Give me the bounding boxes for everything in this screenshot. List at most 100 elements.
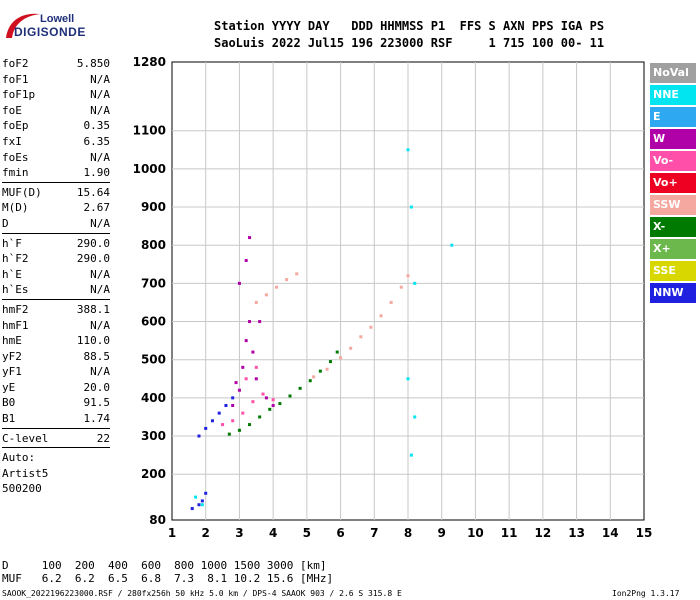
param-value: 22: [96, 431, 110, 445]
data-point: [231, 419, 235, 423]
data-point: [204, 491, 208, 495]
param-value: 290.0: [76, 236, 110, 250]
param-label: C-level: [2, 431, 49, 445]
data-point: [413, 415, 417, 419]
param-label: hmE: [2, 334, 22, 348]
logo-line2: DIGISONDE: [14, 25, 86, 39]
data-point: [271, 398, 275, 402]
legend-item: NNE: [650, 85, 696, 105]
data-point: [237, 428, 241, 432]
param-value: 15.64: [76, 185, 110, 199]
param-row: foF2 5.850: [2, 56, 110, 72]
data-point: [278, 402, 282, 406]
param-row: B1 1.74: [2, 411, 110, 427]
param-label: hmF2: [2, 302, 29, 316]
data-point: [258, 415, 262, 419]
legend-item: NNW: [650, 283, 696, 303]
param-label: MUF(D): [2, 185, 42, 199]
param-value: 88.5: [83, 349, 111, 363]
footer-muf-row: MUF 6.2 6.2 6.5 6.8 7.3 8.1 10.2 15.6 [M…: [2, 572, 334, 585]
param-label: yF2: [2, 349, 22, 363]
legend-item: W: [650, 129, 696, 149]
data-point: [379, 314, 383, 318]
data-point: [339, 356, 343, 360]
data-point: [261, 392, 265, 396]
y-tick-label: 700: [141, 276, 166, 290]
param-value: 1.74: [83, 412, 111, 426]
data-point: [227, 432, 231, 436]
logo-swoosh-icon: [6, 13, 40, 38]
param-row: h`F 290.0: [2, 236, 110, 252]
data-point: [312, 375, 316, 379]
param-value: N/A: [90, 72, 110, 86]
header-line2: SaoLuis 2022 Jul15 196 223000 RSF 1 715 …: [214, 36, 605, 50]
param-value: N/A: [90, 216, 110, 230]
data-point: [349, 346, 353, 350]
data-point: [271, 404, 275, 407]
x-tick-label: 8: [404, 526, 412, 540]
header-line1: Station YYYY DAY DDD HHMMSS P1 FFS S AXN…: [214, 19, 605, 33]
data-point: [264, 396, 268, 400]
data-point: [399, 285, 403, 289]
param-value: 6.35: [83, 134, 111, 148]
data-point: [288, 394, 292, 398]
param-value: 110.0: [76, 334, 110, 348]
x-tick-label: 12: [535, 526, 552, 540]
footer-distance-row: D 100 200 400 600 800 1000 1500 3000 [km…: [2, 559, 327, 572]
param-row: hmF2 388.1: [2, 302, 110, 318]
data-point: [254, 377, 258, 381]
param-label: fmin: [2, 166, 29, 180]
param-label: D: [2, 216, 9, 230]
param-row: M(D) 2.67: [2, 200, 110, 216]
data-point: [389, 300, 393, 304]
legend-item: Vo-: [650, 151, 696, 171]
param-row: hmE 110.0: [2, 333, 110, 349]
param-separator: [2, 232, 110, 234]
legend-item: X+: [650, 239, 696, 259]
param-label: foE: [2, 103, 22, 117]
y-tick-label: 400: [141, 391, 166, 405]
data-point: [264, 293, 268, 297]
data-point: [413, 281, 417, 285]
param-row: foE N/A: [2, 103, 110, 119]
param-row: D N/A: [2, 216, 110, 232]
data-point: [251, 350, 255, 354]
param-row: foEp 0.35: [2, 118, 110, 134]
data-point: [200, 503, 204, 507]
param-value: 91.5: [83, 396, 111, 410]
legend-item: NoVal: [650, 63, 696, 83]
y-tick-label: 800: [141, 238, 166, 252]
param-row: h`Es N/A: [2, 282, 110, 298]
param-value: N/A: [90, 103, 110, 117]
param-value: N/A: [90, 318, 110, 332]
x-tick-label: 3: [235, 526, 243, 540]
param-text-line: Artist5: [2, 466, 49, 480]
data-point: [231, 404, 235, 407]
x-tick-label: 6: [336, 526, 344, 540]
param-value: 0.35: [83, 119, 111, 133]
x-tick-label: 4: [269, 526, 277, 540]
data-point: [409, 453, 413, 457]
data-point: [318, 369, 322, 373]
param-label: hmF1: [2, 318, 29, 332]
legend-item: SSE: [650, 261, 696, 281]
y-tick-label: 200: [141, 467, 166, 481]
param-row: B0 91.5: [2, 395, 110, 411]
param-label: fxI: [2, 134, 22, 148]
x-tick-label: 14: [602, 526, 619, 540]
footer-file-info: SAOOK_2022196223000.RSF / 280fx256h 50 k…: [2, 589, 402, 598]
data-point: [406, 274, 410, 278]
param-row: yF2 88.5: [2, 349, 110, 365]
param-label: B0: [2, 396, 16, 410]
data-point: [251, 400, 255, 404]
parameter-list: foF2 5.850 foF1 N/A foF1p N/A foE N/A foEp 0.35 fx…: [2, 56, 110, 497]
legend-item: X-: [650, 217, 696, 237]
data-point: [406, 148, 410, 152]
y-tick-label: 600: [141, 315, 166, 329]
data-point: [308, 379, 312, 383]
footer-version: Ion2Png 1.3.17: [612, 589, 680, 598]
param-value: 1.90: [83, 166, 111, 180]
param-label: h`Es: [2, 283, 29, 297]
param-label: foF1p: [2, 88, 36, 102]
